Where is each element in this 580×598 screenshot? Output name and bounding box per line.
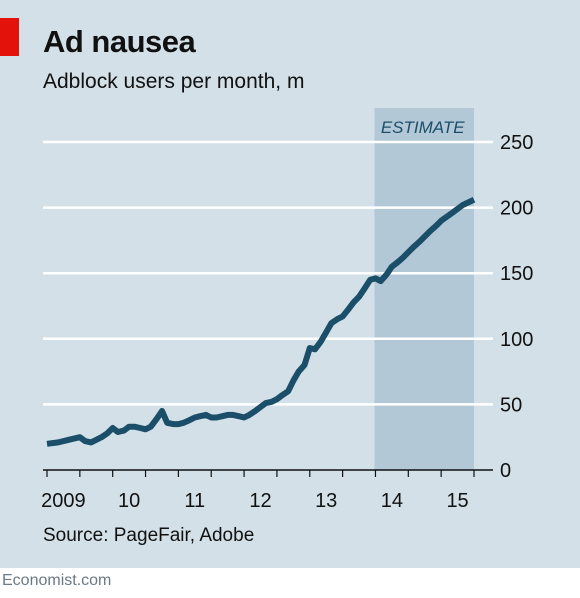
chart-subtitle: Adblock users per month, m: [43, 70, 305, 93]
line-chart: 0 50 100 150 200 250 2009 10 11 12 13 14 15 ESTIMAT…: [41, 108, 533, 512]
y-tick-label-200: 200: [500, 198, 533, 220]
y-tick-label-50: 50: [500, 394, 522, 416]
series-line-adblock-users: [46, 196, 476, 447]
x-tick-label-2009: 2009: [41, 490, 86, 512]
y-tick-label-250: 250: [500, 132, 533, 154]
chart-title: Ad nausea: [43, 24, 196, 59]
chart-source: Source: PageFair, Adobe: [43, 525, 255, 546]
footer-credit: Economist.com: [2, 572, 112, 589]
brand-red-tag: [0, 18, 19, 56]
x-tick-label-15: 15: [446, 490, 468, 512]
y-tick-label-100: 100: [500, 329, 533, 351]
x-tick-label-11: 11: [184, 490, 205, 512]
x-tick-label-10: 10: [118, 490, 140, 512]
x-tick-label-13: 13: [315, 490, 337, 512]
y-tick-label-0: 0: [500, 460, 511, 482]
x-tick-label-14: 14: [381, 490, 403, 512]
estimate-label: ESTIMATE: [381, 118, 465, 137]
chart-panel: [0, 0, 580, 568]
x-tick-label-12: 12: [249, 490, 271, 512]
estimate-band: [374, 108, 474, 470]
y-tick-label-150: 150: [500, 263, 533, 285]
